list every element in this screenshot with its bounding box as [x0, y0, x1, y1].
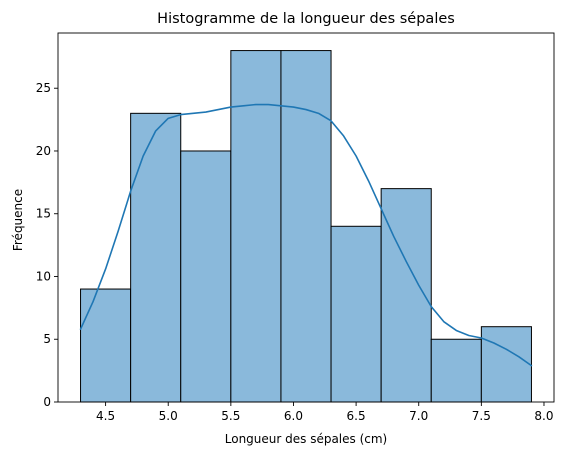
histogram-bar-5: [280, 50, 332, 403]
histogram-bar-9: [480, 326, 532, 403]
y-axis-title: Fréquence: [11, 189, 25, 251]
chart-title: Histogramme de la longueur des sépales: [157, 11, 455, 27]
y-tick-label-4: 15: [36, 207, 51, 221]
y-tick-label-5: 20: [36, 144, 51, 158]
y-tick-label-2: 5: [43, 332, 51, 346]
x-tick-label-4: 6.0: [284, 409, 303, 423]
histogram-bar-6: [330, 225, 382, 403]
histogram-bar-8: [430, 338, 482, 403]
y-tick-label-6: 25: [36, 81, 51, 95]
histogram-bar-7: [380, 188, 432, 403]
histogram-bar-1: [80, 288, 132, 403]
plot-frame: [57, 32, 555, 403]
histogram-bar-4: [230, 50, 282, 403]
plot-area: 4.5 5.0 5.5 6.0 6.5 7.0 7.5 8.0 0 5 10 15 20 25: [36, 32, 555, 423]
y-tick-label-3: 10: [36, 269, 51, 283]
kde-curve: [79, 103, 533, 367]
x-tick-label-7: 7.5: [472, 409, 491, 423]
x-tick-label-2: 5.0: [159, 409, 178, 423]
x-tick-label-5: 6.5: [347, 409, 366, 423]
y-tick-label-1: 0: [43, 395, 51, 409]
x-tick-label-3: 5.5: [221, 409, 240, 423]
x-tick-label-6: 7.0: [409, 409, 428, 423]
x-axis-title: Longueur des sépales (cm): [225, 432, 388, 446]
histogram-bar-3: [180, 150, 232, 403]
x-tick-label-1: 4.5: [96, 409, 115, 423]
histogram-bar-2: [130, 112, 182, 403]
x-tick-label-8: 8.0: [534, 409, 553, 423]
